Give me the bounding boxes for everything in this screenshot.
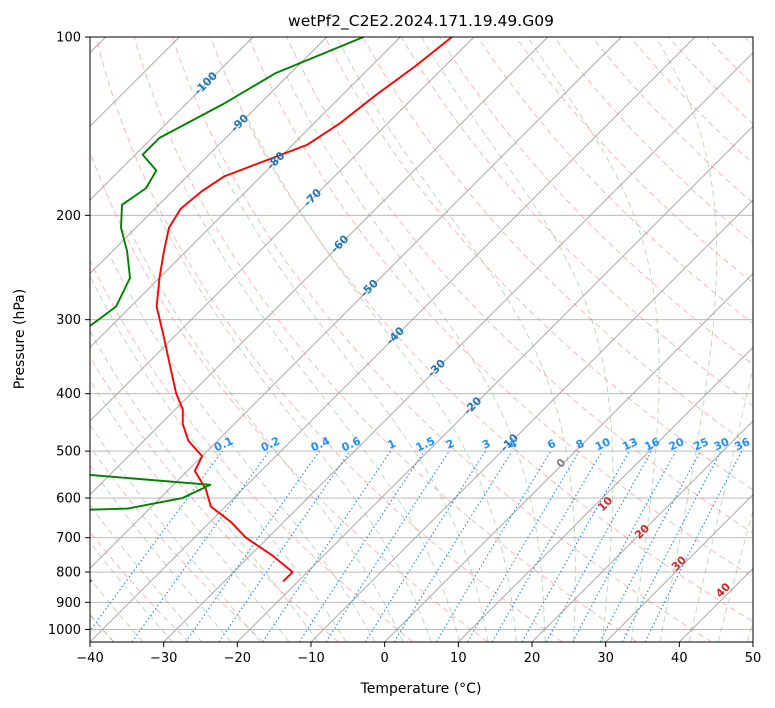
dry-adiabat-line	[400, 37, 753, 407]
isotherm-line	[90, 37, 401, 348]
x-tick-label: 40	[671, 651, 688, 666]
dry-adiabat-line	[591, 37, 753, 204]
mixing-ratio-line	[393, 450, 513, 642]
moist-adiabat-line	[90, 423, 261, 642]
moist-adiabat-line	[246, 115, 517, 642]
mixing-ratio-line	[467, 450, 580, 642]
y-tick-label: 300	[56, 313, 81, 328]
moist-adiabat-line	[90, 504, 203, 642]
mixing-ratio-line	[491, 450, 603, 642]
isotherm-line	[90, 37, 254, 201]
dry-adiabat-line	[515, 37, 753, 284]
moist-adiabat-line	[211, 150, 489, 642]
moist-adiabat-line	[336, 37, 576, 642]
x-tick-label: 30	[597, 651, 614, 666]
dry-adiabat-line	[629, 37, 753, 165]
dry-adiabat-line	[210, 37, 753, 623]
mixing-ratio-label: 10	[593, 435, 613, 453]
mixing-ratio-label: 20	[667, 435, 687, 453]
x-tick-label: −40	[76, 651, 103, 666]
mixing-ratio-line	[185, 450, 320, 642]
mixing-ratio-line	[218, 450, 351, 642]
moist-adiabat-line	[286, 76, 546, 642]
isotherm-line	[237, 125, 753, 642]
mixing-ratio-label: 36	[733, 435, 753, 453]
y-tick-label: 500	[56, 445, 81, 460]
moist-adiabat-line	[527, 37, 660, 642]
moist-adiabats	[90, 37, 753, 642]
plot-area: -100-90-80-70-60-50-40-30-20-100.1 0.2 0.4…	[90, 37, 753, 642]
dry-adiabat-line	[133, 37, 638, 642]
moist-adiabat-line	[152, 204, 432, 642]
plot-frame	[89, 36, 754, 643]
moist-adiabat-line	[688, 365, 753, 642]
moist-adiabat-line	[108, 254, 376, 642]
temperature-line	[155, 37, 453, 583]
dry-adiabat-line	[95, 37, 563, 642]
moist-adiabat-line	[420, 37, 614, 642]
y-tick-label: 800	[56, 566, 81, 581]
chart-title: wetPf2_C2E2.2024.171.19.49.G09	[288, 12, 554, 31]
y-tick-label: 200	[56, 209, 81, 224]
x-tick-label: −30	[150, 651, 177, 666]
dry-adiabat-line	[248, 37, 753, 578]
mixing-ratio-line	[521, 450, 630, 642]
moist-adiabat-line	[90, 464, 232, 642]
dry-adiabat-line	[362, 37, 753, 449]
x-axis: −40 −30 −20 −10 0 10 20 30 40 50	[76, 642, 761, 666]
isotherm-line	[90, 37, 327, 275]
isotherm-line	[458, 346, 753, 642]
isotherm-line	[163, 52, 753, 642]
mixing-ratio-line	[325, 450, 450, 642]
x-tick-label: 10	[450, 651, 467, 666]
y-tick-label: 700	[56, 531, 81, 546]
mixing-ratio-label: 16	[643, 435, 663, 453]
isotherm-line	[90, 37, 475, 422]
y-tick-label: 100	[56, 31, 81, 46]
dewpoint-line	[90, 37, 364, 583]
mixing-ratio-line	[364, 450, 486, 642]
mixing-ratio-line	[131, 450, 270, 642]
mixing-ratio-line	[572, 450, 677, 642]
y-axis-title: Pressure (hPa)	[12, 289, 28, 389]
x-tick-label: 20	[524, 651, 541, 666]
y-tick-label: 400	[56, 387, 81, 402]
dry-adiabat-line	[324, 37, 753, 491]
dry-adiabat-line	[90, 445, 264, 642]
profile-series	[90, 37, 453, 583]
mixing-ratio-line	[435, 450, 552, 642]
moist-adiabat-line	[129, 229, 404, 642]
moist-adiabat-line	[90, 379, 290, 642]
isotherm-line	[605, 494, 753, 642]
x-tick-label: 50	[745, 651, 762, 666]
x-tick-label: 0	[381, 651, 389, 666]
y-tick-label: 600	[56, 492, 81, 507]
dry-adiabats	[90, 37, 753, 642]
dry-adiabat-line	[171, 37, 712, 642]
x-tick-label: −20	[224, 651, 251, 666]
dry-adiabat-line	[90, 259, 414, 642]
mixing-ratio-label: 25	[691, 435, 710, 453]
x-tick-label: −10	[297, 651, 324, 666]
moist-adiabat-line	[717, 508, 753, 642]
mixing-ratio-line	[545, 450, 653, 642]
y-tick-label: 1000	[48, 623, 81, 638]
mixing-ratio-label: 13	[620, 435, 639, 453]
dry-adiabat-line	[477, 37, 753, 325]
x-axis-title: Temperature (°C)	[360, 681, 482, 697]
moist-adiabat-line	[180, 179, 461, 642]
moist-adiabat-line	[90, 275, 347, 642]
y-tick-label: 900	[56, 596, 81, 611]
moist-adiabat-line	[90, 613, 114, 642]
y-axis: 100 200 300 400 500 600 700 800 900 1000	[48, 31, 90, 638]
isotherm-line	[531, 420, 753, 642]
moist-adiabat-line	[655, 37, 718, 642]
isotherm-line	[384, 273, 753, 642]
isotherm-line	[90, 37, 548, 496]
mixing-ratio-label: 30	[712, 435, 732, 453]
